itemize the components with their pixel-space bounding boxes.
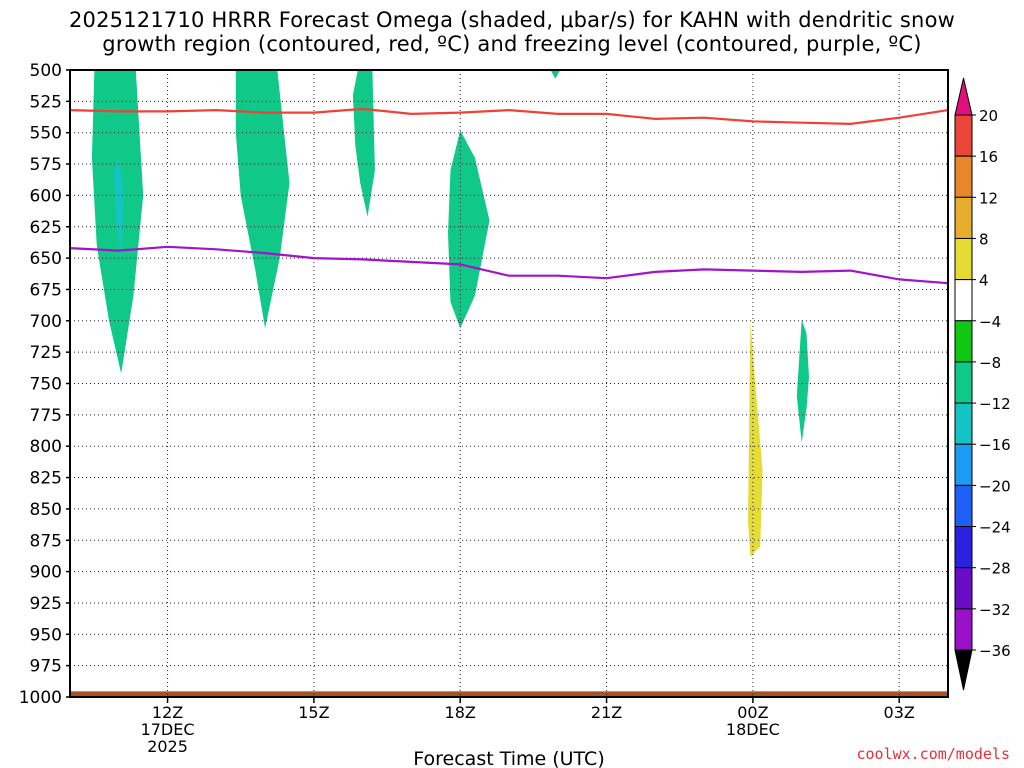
colorbar-tick-label: −20 — [979, 477, 1011, 495]
colorbar-tick-label: 16 — [979, 148, 998, 166]
colorbar-tick-label: 12 — [979, 189, 998, 207]
omega-region-6 — [550, 70, 561, 79]
colorbar-tick-label: −12 — [979, 395, 1011, 413]
y-tick-label: 600 — [30, 186, 62, 206]
x-tick-date-label: 2025 — [147, 737, 188, 756]
x-tick-date-label: 18DEC — [726, 720, 780, 739]
colorbar-segment — [954, 608, 973, 651]
contour-lines — [69, 107, 949, 285]
colorbar-under-arrow — [954, 649, 973, 691]
x-axis-label: Forecast Time (UTC) — [413, 748, 604, 768]
x-tick-label: 12Z — [152, 703, 183, 722]
omega-region-14 — [140, 508, 180, 612]
y-tick-label: 550 — [30, 124, 62, 144]
omega-region-13 — [838, 305, 870, 491]
colorbar-segment — [954, 114, 973, 157]
colorbar-tick-label: −24 — [979, 519, 1011, 537]
colorbar-tick-label: 20 — [979, 107, 998, 125]
colorbar-segment — [954, 320, 973, 363]
y-tick-label: 900 — [30, 563, 62, 583]
x-tick-label: 03Z — [884, 703, 915, 722]
y-tick-label: 650 — [30, 249, 62, 269]
chart-title-line-1: 2025121710 HRRR Forecast Omega (shaded, … — [68, 8, 955, 32]
colorbar-segment — [954, 526, 973, 569]
omega-region-8 — [660, 70, 705, 177]
colorbar-tick-label: −28 — [979, 560, 1011, 578]
y-tick-label: 1000 — [19, 688, 62, 708]
colorbar-segment — [954, 361, 973, 404]
y-tick-label: 750 — [30, 375, 62, 395]
colorbar-tick-label: −32 — [979, 601, 1011, 619]
y-tick-label: 875 — [30, 531, 62, 551]
chart-title-line-2: growth region (contoured, red, ºC) and f… — [102, 32, 922, 56]
omega-region-7 — [796, 319, 809, 443]
colorbar-segment — [954, 237, 973, 281]
y-tick-label: 625 — [30, 218, 62, 238]
y-axis-ticks: 500 525 550 575 600 625 650 675 700 725 750 775 800 8… — [19, 61, 70, 708]
x-tick-date-label: 17DEC — [141, 720, 195, 739]
colorbar-tick-label: 4 — [979, 272, 989, 290]
colorbar-segment — [954, 443, 973, 486]
grid-lines — [70, 70, 948, 697]
colorbar-segment — [954, 484, 973, 528]
y-tick-label: 500 — [30, 61, 62, 81]
x-tick-label: 21Z — [591, 703, 622, 722]
omega-region-4 — [352, 70, 375, 217]
omega-region-11 — [643, 471, 675, 606]
colorbar-tick-label: −8 — [979, 354, 1001, 372]
x-tick-label: 00Z — [737, 703, 768, 722]
dgz-contour-line — [69, 107, 949, 126]
omega-region-9 — [633, 179, 680, 396]
colorbar-segment — [954, 196, 973, 239]
y-tick-label: 775 — [30, 406, 62, 426]
x-tick-label: 15Z — [298, 703, 329, 722]
omega-region-15 — [748, 320, 763, 557]
colorbar-tick-label: −36 — [979, 642, 1011, 660]
y-tick-label: 975 — [30, 657, 62, 677]
y-tick-label: 725 — [30, 343, 62, 363]
y-tick-label: 825 — [30, 469, 62, 489]
plot-frame — [69, 69, 949, 698]
colorbar-tick-label: 8 — [979, 230, 989, 248]
y-tick-label: 800 — [30, 437, 62, 457]
omega-region-2 — [113, 157, 124, 259]
freezing-level-line — [69, 245, 949, 285]
y-tick-label: 675 — [30, 280, 62, 300]
colorbar-over-arrow — [954, 77, 973, 116]
omega-region-10 — [574, 304, 622, 502]
y-tick-label: 925 — [30, 594, 62, 614]
source-credit: coolwx.com/models — [856, 745, 1010, 763]
omega-region-5 — [448, 130, 490, 329]
colorbar-segment — [954, 279, 973, 322]
y-tick-label: 950 — [30, 625, 62, 645]
omega-region-3 — [235, 70, 290, 329]
colorbar-tick-label: −4 — [979, 313, 1001, 331]
colorbar-segment — [954, 155, 973, 198]
y-tick-label: 850 — [30, 500, 62, 520]
y-tick-label: 700 — [30, 312, 62, 332]
y-tick-label: 575 — [30, 155, 62, 175]
ground-strip — [70, 691, 948, 697]
colorbar: 20 16 12 8 4 −4 −8 −12 −16 −20 −24 −28 −32 −36 — [954, 77, 1011, 691]
colorbar-segment — [954, 402, 973, 445]
colorbar-tick-label: −16 — [979, 436, 1011, 454]
colorbar-segment — [954, 567, 973, 610]
omega-region-12 — [730, 209, 797, 612]
y-tick-label: 525 — [30, 92, 62, 112]
x-tick-label: 18Z — [445, 703, 476, 722]
